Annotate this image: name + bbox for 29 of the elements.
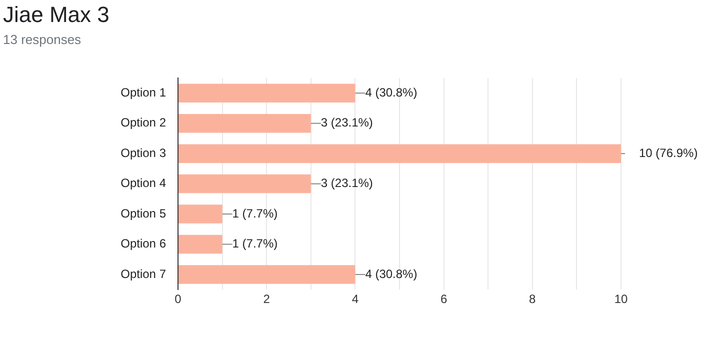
y-tick-label: Option 6	[120, 236, 166, 251]
bar	[178, 234, 222, 254]
x-tick-label: 10	[614, 292, 628, 306]
x-tick-label: 8	[529, 292, 536, 306]
bar	[178, 84, 356, 102]
x-tick-label: 0	[174, 292, 182, 306]
bar	[178, 144, 621, 163]
y-tick-label: Option 7	[120, 266, 166, 281]
x-tick-label: 4	[352, 292, 359, 306]
data-label: 3 (23.1%)	[320, 176, 373, 190]
text: 13 responses	[3, 32, 82, 47]
bar	[178, 114, 311, 133]
data-label: 4 (30.8%)	[365, 85, 418, 100]
y-tick-label: Option 5	[120, 206, 166, 220]
x-tick-label: 2	[263, 292, 270, 306]
chart-title: Jiae Max 3	[3, 2, 110, 28]
bar	[178, 174, 311, 194]
data-label: 4 (30.8%)	[365, 266, 418, 281]
bar	[178, 204, 222, 224]
y-tick-label: Option 1	[120, 85, 166, 100]
bar	[178, 265, 356, 284]
data-label: 3 (23.1%)	[320, 116, 373, 130]
data-label: 1 (7.7%)	[232, 236, 278, 251]
data-label: 1 (7.7%)	[232, 206, 278, 220]
x-tick-label: 6	[440, 292, 448, 306]
y-tick-label: Option 3	[120, 146, 166, 160]
y-tick-label: Option 2	[120, 116, 166, 130]
y-tick-label: Option 4	[120, 176, 166, 190]
data-label: 10 (76.9%)	[639, 146, 698, 160]
